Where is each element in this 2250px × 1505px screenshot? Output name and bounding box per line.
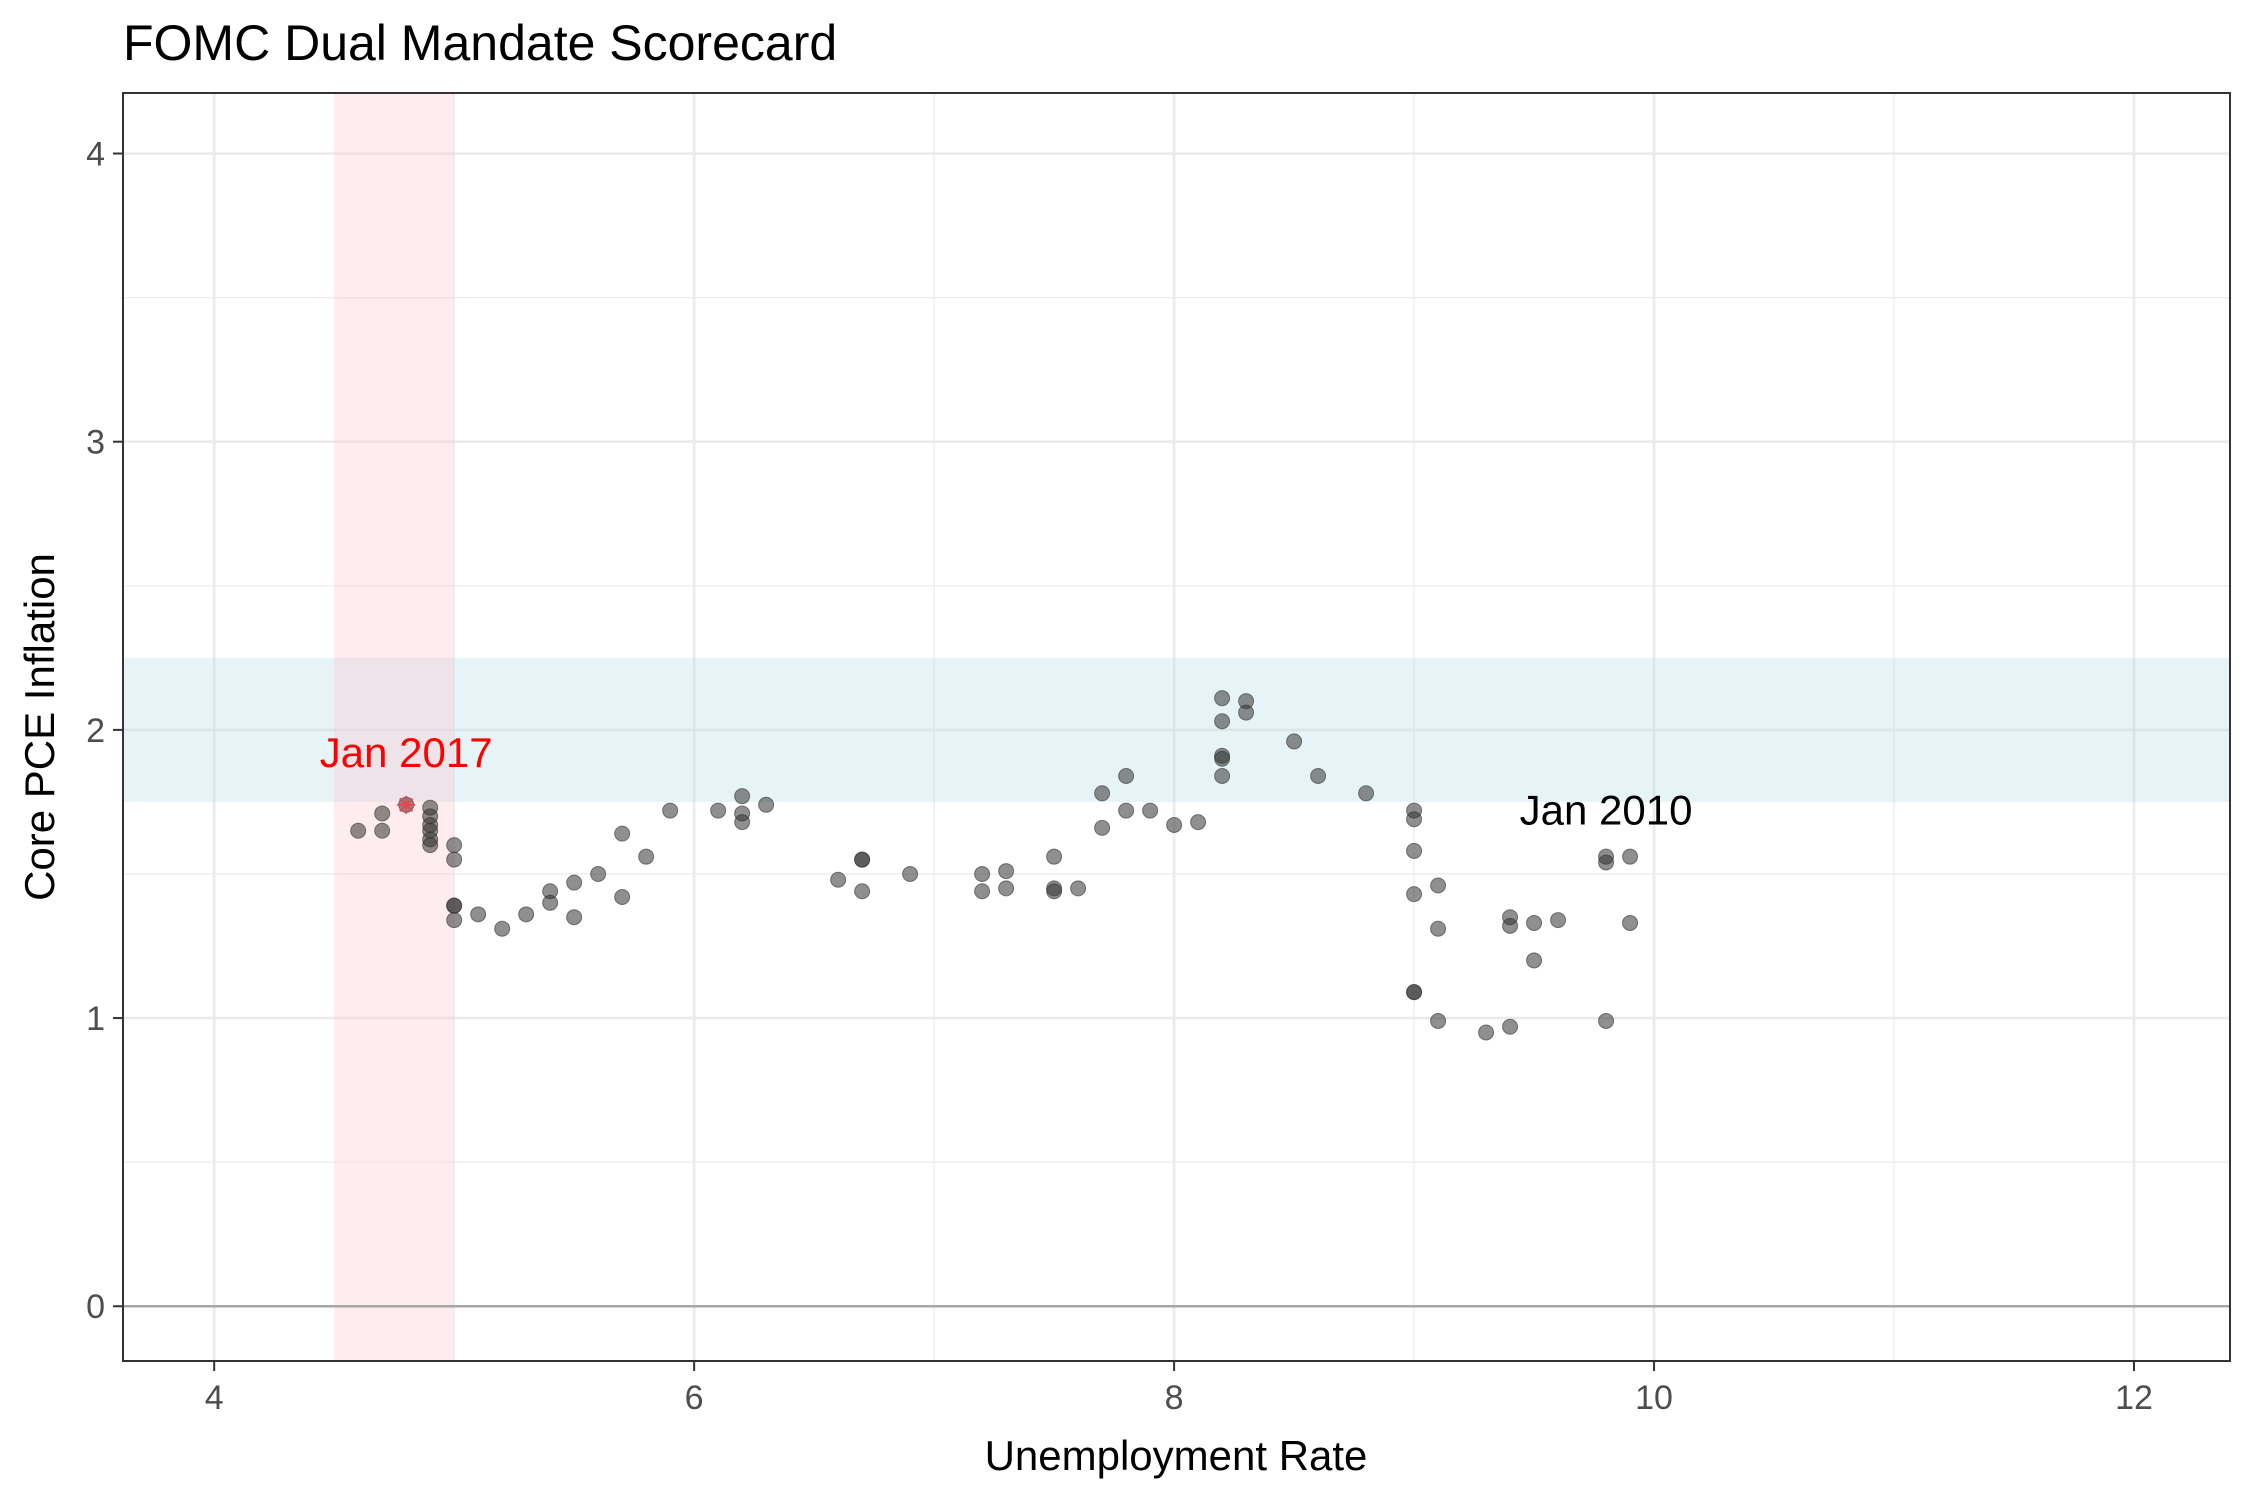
data-point [494,920,511,937]
data-point [614,825,631,842]
y-tick-label: 4 [86,136,105,174]
data-point [470,906,487,923]
data-point [974,883,991,900]
y-axis-label: Core PCE Inflation [16,553,63,901]
y-tick-label: 0 [86,1288,105,1326]
data-point [446,912,463,929]
data-point [542,894,559,911]
data-point [1118,767,1135,784]
data-point [1430,1012,1447,1029]
plot-panel-background [123,93,2230,1361]
data-point [1046,848,1063,865]
highlight-point [397,795,416,814]
data-point [902,865,919,882]
data-point [350,822,367,839]
data-point [1406,842,1423,859]
data-point [1094,819,1111,836]
data-point [1622,914,1639,931]
data-point [1430,920,1447,937]
x-tick-label: 6 [685,1379,704,1417]
data-point [734,788,751,805]
data-point [1310,767,1327,784]
data-point [662,802,679,819]
data-point [1094,785,1111,802]
data-point [446,837,463,854]
data-point [638,848,655,865]
target-bands [123,93,2230,1361]
data-point [1286,733,1303,750]
y-tick-label: 2 [86,712,105,750]
data-point [1406,984,1423,1001]
data-point [1214,713,1231,730]
annotation-start-label: Jan 2010 [1520,787,1693,834]
data-point [1430,877,1447,894]
unemployment-target-band [334,93,455,1361]
data-point [518,906,535,923]
data-point [1118,802,1135,819]
data-point [1406,802,1423,819]
data-point [590,865,607,882]
annotations: Jan 2010 Jan 2017 [320,729,1693,834]
data-point [1526,952,1543,969]
data-point [1070,880,1087,897]
data-point [974,865,991,882]
data-point [1358,785,1375,802]
data-point [998,863,1015,880]
data-point [1214,767,1231,784]
data-point [374,805,391,822]
data-point [998,880,1015,897]
data-point [1238,693,1255,710]
x-tick-label: 8 [1165,1379,1184,1417]
x-tick-label: 4 [205,1379,224,1417]
data-point [614,889,631,906]
y-tick-label: 1 [86,1000,105,1038]
y-tick-label: 3 [86,424,105,462]
data-point [854,851,871,868]
data-point [446,851,463,868]
data-point [1406,886,1423,903]
inflation-target-band [123,657,2230,802]
plot-panel-border [122,92,2231,1362]
data-point [422,799,439,816]
data-point [1142,802,1159,819]
highlight-layer [397,795,416,814]
data-point [1502,917,1519,934]
data-point [758,796,775,813]
data-point [1622,848,1639,865]
data-point [446,897,463,914]
chart-title: FOMC Dual Mandate Scorecard [123,15,837,71]
data-point [566,909,583,926]
annotation-end-label: Jan 2017 [320,729,493,776]
data-point [374,822,391,839]
data-point [1478,1024,1495,1041]
data-point [1550,912,1567,929]
x-axis-label: Unemployment Rate [985,1432,1368,1479]
data-point [566,874,583,891]
data-points [350,690,1639,1041]
x-tick-label: 12 [2115,1379,2153,1417]
data-point [1598,854,1615,871]
data-point [1190,814,1207,831]
data-point [854,883,871,900]
data-point [1598,1012,1615,1029]
data-point [710,802,727,819]
data-point [1502,1018,1519,1035]
x-tick-label: 10 [1635,1379,1673,1417]
data-point [734,814,751,831]
data-point [1046,883,1063,900]
data-point [1214,750,1231,767]
data-point [1214,690,1231,707]
data-point [1166,816,1183,833]
data-point [1526,914,1543,931]
data-point [830,871,847,888]
